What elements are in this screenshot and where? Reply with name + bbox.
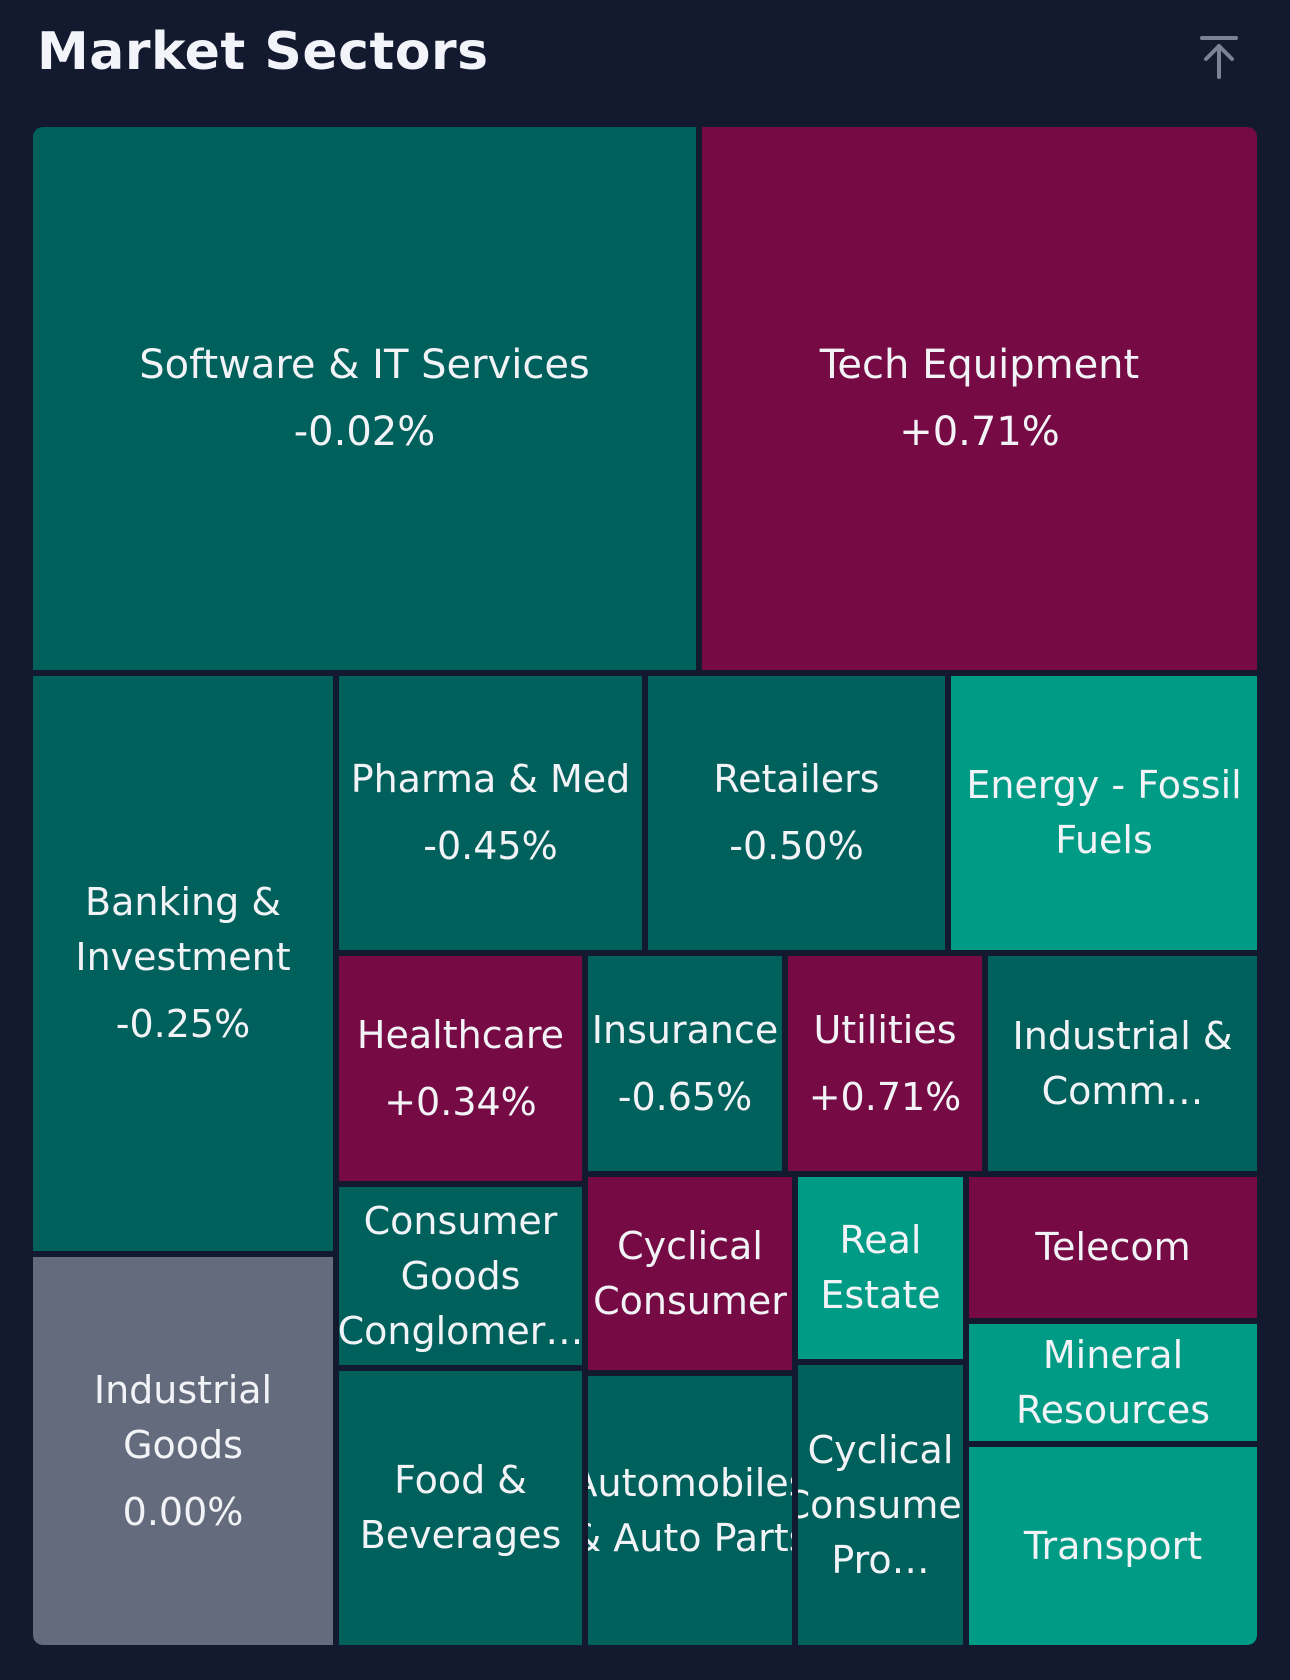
sector-change: -0.02% — [293, 408, 436, 455]
sector-name: Insurance — [591, 1007, 779, 1052]
sector-tile[interactable]: Industrial & Comm… — [988, 956, 1257, 1171]
sector-change: +0.71% — [899, 408, 1060, 455]
sector-tile[interactable]: Healthcare +0.34% — [339, 956, 582, 1181]
sector-tile[interactable]: Transport — [969, 1447, 1257, 1645]
sector-tile[interactable]: Consumer Goods Conglomer… — [339, 1187, 582, 1365]
sector-change: -0.25% — [115, 1002, 251, 1046]
sector-tile[interactable]: Retailers -0.50% — [648, 676, 945, 950]
sector-treemap: Software & IT Services -0.02% Tech Equipme… — [33, 127, 1257, 1645]
sector-tile[interactable]: Food & Beverages — [339, 1371, 582, 1645]
sector-name: Consumer Goods Conglomer… — [339, 1198, 582, 1353]
sector-name: Tech Equipment — [819, 341, 1140, 388]
sector-tile[interactable]: Energy - Fossil Fuels — [951, 676, 1257, 950]
sector-name: Transport — [1023, 1523, 1203, 1568]
sector-name: Telecom — [1035, 1225, 1191, 1269]
sector-tile[interactable]: Banking & Investment -0.25% — [33, 676, 333, 1251]
sector-tile[interactable]: Utilities +0.71% — [788, 956, 982, 1171]
page-title: Market Sectors — [37, 22, 489, 82]
sector-tile[interactable]: Cyclical Consumer — [588, 1177, 792, 1370]
sector-name: Industrial Goods — [93, 1367, 273, 1467]
sector-tile[interactable]: Insurance -0.65% — [588, 956, 782, 1171]
header: Market Sectors — [0, 0, 1290, 126]
sector-name: Healthcare — [356, 1012, 565, 1057]
sector-name: Retailers — [713, 757, 880, 801]
sector-name: Mineral Resources — [1015, 1332, 1211, 1432]
sector-name: Energy - Fossil Fuels — [966, 763, 1242, 862]
sector-name: Pharma & Med — [350, 757, 631, 801]
sector-name: Utilities — [813, 1007, 957, 1052]
sector-name: Real Estate — [820, 1218, 941, 1317]
collapse-button[interactable] — [1188, 28, 1250, 90]
sector-name: Software & IT Services — [139, 341, 590, 388]
sector-change: -0.65% — [617, 1074, 753, 1119]
sector-change: 0.00% — [122, 1489, 244, 1534]
sector-tile[interactable]: Software & IT Services -0.02% — [33, 127, 696, 670]
sector-tile[interactable]: Tech Equipment +0.71% — [702, 127, 1257, 670]
sector-name: Cyclical Consumer Pro… — [798, 1427, 963, 1582]
sector-change: -0.50% — [729, 824, 864, 868]
sector-name: Cyclical Consumer — [593, 1223, 787, 1323]
sector-name: Banking & Investment — [75, 880, 291, 979]
sector-tile[interactable]: Real Estate — [798, 1177, 963, 1359]
sector-tile[interactable]: Mineral Resources — [969, 1324, 1257, 1441]
sector-tile[interactable]: Pharma & Med -0.45% — [339, 676, 642, 950]
sector-change: +0.71% — [808, 1074, 962, 1119]
sector-change: +0.34% — [384, 1079, 537, 1124]
sector-name: Food & Beverages — [359, 1458, 562, 1557]
sector-tile[interactable]: Telecom — [969, 1177, 1257, 1318]
sector-name: Industrial & Comm… — [1012, 1013, 1233, 1113]
arrow-up-to-top-icon — [1199, 34, 1239, 84]
sector-tile[interactable]: Cyclical Consumer Pro… — [798, 1365, 963, 1645]
sector-name: Automobiles & Auto Parts — [588, 1460, 792, 1560]
sector-tile[interactable]: Automobiles & Auto Parts — [588, 1376, 792, 1645]
sector-change: -0.45% — [423, 824, 558, 868]
sector-tile[interactable]: Industrial Goods 0.00% — [33, 1257, 333, 1645]
